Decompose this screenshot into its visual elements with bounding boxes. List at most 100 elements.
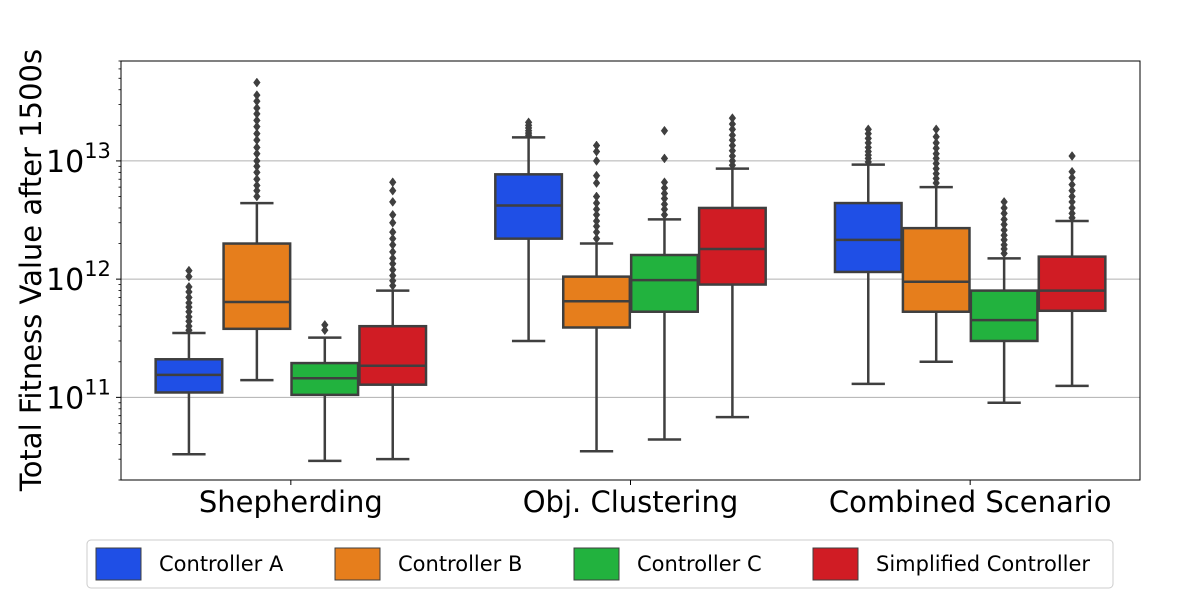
outlier-marker — [389, 246, 397, 257]
outlier-marker — [253, 167, 261, 178]
outlier-marker — [592, 146, 601, 157]
outlier-marker — [524, 117, 533, 128]
legend-item: Simplified Controller — [812, 547, 1090, 581]
outlier-marker — [728, 124, 737, 135]
outlier-marker — [932, 124, 940, 135]
box-iqr — [629, 253, 700, 313]
outlier-marker — [932, 131, 940, 142]
outlier-marker — [1000, 239, 1008, 250]
legend-swatch — [573, 547, 620, 581]
box-controller-c-1 — [629, 125, 700, 441]
outlier-marker — [253, 77, 261, 88]
outlier-marker — [389, 209, 397, 220]
y-tick-label: 1012 — [46, 257, 111, 298]
outlier-marker — [932, 148, 940, 159]
outlier-marker — [253, 148, 261, 159]
outlier-marker — [1068, 191, 1076, 202]
outlier-marker — [389, 217, 397, 228]
outlier-marker — [321, 320, 329, 330]
outlier-marker — [389, 185, 397, 196]
outlier-marker — [185, 292, 193, 303]
box-iqr — [969, 289, 1039, 343]
x-tick-label: Combined Scenario — [829, 485, 1112, 519]
outlier-marker — [592, 209, 601, 220]
outlier-marker — [253, 135, 261, 146]
y-tick-label: 1011 — [46, 375, 111, 416]
outlier-marker — [185, 281, 193, 292]
outlier-marker — [660, 177, 669, 188]
outlier-marker — [660, 193, 669, 204]
box-simplified-controller-1 — [697, 113, 767, 419]
outlier-marker — [253, 115, 261, 126]
legend-item: Controller C — [573, 547, 762, 581]
outlier-marker — [592, 155, 601, 166]
outlier-marker — [1000, 230, 1008, 241]
outlier-marker — [592, 227, 601, 238]
x-axis-ticks: Shepherding Obj. Clustering Combined Scena… — [199, 480, 1112, 519]
outlier-marker — [253, 108, 261, 119]
outlier-marker — [253, 128, 261, 139]
outlier-marker — [728, 145, 737, 156]
box-iqr — [222, 242, 292, 331]
outlier-marker — [1068, 179, 1076, 190]
outlier-marker — [592, 140, 601, 151]
outlier-marker — [728, 151, 737, 161]
box-iqr — [1037, 255, 1107, 313]
outlier-marker — [1068, 185, 1076, 196]
outlier-marker — [660, 183, 669, 193]
outlier-marker — [932, 143, 940, 154]
legend-label: Simplified Controller — [876, 552, 1090, 576]
outlier-marker — [389, 233, 397, 244]
outlier-marker — [728, 119, 737, 129]
x-tick-label: Shepherding — [199, 485, 383, 519]
box-simplified-controller-2 — [1037, 151, 1107, 388]
outlier-marker — [389, 253, 397, 264]
box-controller-a-0 — [154, 265, 224, 456]
outlier-marker — [1000, 225, 1008, 235]
boxplot-boxes — [154, 77, 1107, 463]
outlier-marker — [1000, 208, 1008, 219]
outlier-marker — [185, 286, 193, 297]
outlier-marker — [389, 275, 397, 286]
outlier-marker — [932, 137, 940, 148]
box-iqr — [697, 206, 767, 286]
outlier-marker — [1000, 203, 1008, 213]
outlier-marker — [660, 125, 669, 136]
outlier-marker — [1068, 172, 1076, 183]
outlier-marker — [932, 163, 940, 174]
legend-swatch — [812, 547, 859, 581]
outlier-marker — [253, 180, 261, 191]
legend-swatch — [334, 547, 381, 581]
box-iqr — [358, 324, 428, 386]
outlier-marker — [321, 325, 329, 336]
outlier-marker — [253, 142, 261, 153]
outlier-marker — [185, 311, 193, 322]
outlier-marker — [660, 188, 669, 199]
outlier-marker — [592, 170, 601, 181]
legend-label: Controller A — [159, 552, 284, 576]
box-controller-b-1 — [561, 140, 632, 453]
y-axis-ticks: 1011 1012 1013 — [46, 60, 121, 481]
outlier-marker — [253, 191, 261, 202]
outlier-marker — [592, 204, 601, 215]
outlier-marker — [253, 185, 261, 196]
outlier-marker — [1068, 196, 1076, 207]
outlier-marker — [728, 113, 737, 124]
outlier-marker — [389, 280, 397, 291]
box-controller-b-2 — [901, 124, 971, 364]
outlier-marker — [1068, 166, 1076, 177]
outlier-marker — [1000, 214, 1008, 225]
outlier-marker — [389, 196, 397, 207]
box-controller-b-0 — [222, 77, 292, 382]
outlier-marker — [253, 174, 261, 185]
outlier-marker — [592, 178, 601, 188]
box-iqr — [833, 201, 903, 274]
outlier-marker — [728, 130, 737, 141]
box-controller-a-2 — [833, 124, 903, 386]
outlier-marker — [253, 155, 261, 166]
outlier-marker — [1068, 203, 1076, 213]
outlier-marker — [389, 258, 397, 269]
outlier-marker — [185, 271, 193, 282]
outlier-marker — [728, 140, 737, 151]
y-tick-label: 1013 — [46, 139, 111, 180]
